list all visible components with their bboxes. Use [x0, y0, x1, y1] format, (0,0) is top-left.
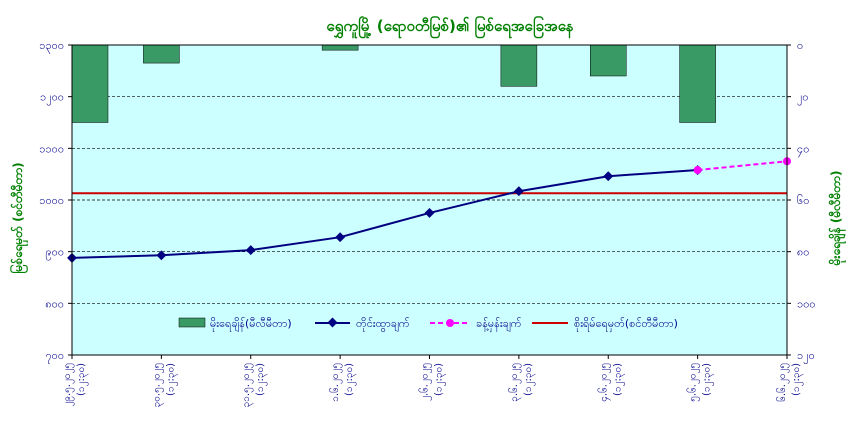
x-tick-label-1: ၃၀.၅.၂၀၂၅ (၁၂:၃၀)	[151, 363, 178, 407]
x-tick-time-3: (၁၂:၃၀)	[344, 363, 357, 396]
legend-label-warning: စိုးရိမ်ရေမှတ်(စင်တီမီတာ)	[574, 317, 678, 332]
x-tick-date-5: ၃.၆.၂၀၂၅	[507, 363, 522, 402]
rainfall-bar-0	[71, 44, 109, 123]
measured-point-2	[245, 245, 256, 256]
legend-swatch-rainfall	[178, 317, 206, 328]
forecast-series-line	[697, 160, 788, 172]
legend-marker-forecast	[446, 319, 454, 327]
x-tick-label-6: ၄.၆.၂၀၂၅ (၁၂:၃၀)	[596, 363, 625, 402]
left-tick-label-4: ၁၁၀၀	[39, 142, 64, 155]
right-tick-label-1: ၂၀	[797, 91, 809, 106]
legend-marker-measured	[327, 317, 338, 328]
x-tick-time-8: (၁၂:၃၀)	[791, 363, 804, 396]
measured-point-3	[335, 232, 346, 243]
measured-point-1	[156, 250, 167, 261]
rainfall-bar-5	[500, 44, 538, 87]
rainfall-bar-1	[143, 44, 180, 64]
x-tick-date-8: ၆.၆.၂၀၂၅	[775, 363, 790, 402]
left-tick-label-6: ၁၃၀၀	[39, 39, 64, 54]
legend-label-rainfall: မိုးရေချိန်(မီလီမီတာ)	[210, 317, 292, 332]
legend: မိုးရေချိန်(မီလီမီတာ) တိုင်းထွာချက် ခန့်…	[178, 317, 678, 332]
right-tick-label-2: ၄၀	[797, 142, 809, 157]
right-tick-label-3: ၆၀	[797, 194, 809, 207]
right-tick-label-4: ၈၀	[797, 246, 809, 259]
x-tick-label-4: ၂.၆.၂၀၂၅ (၁၂:၃၀)	[418, 363, 447, 401]
rainfall-bar-3	[321, 44, 359, 51]
x-tick-label-8: ၆.၆.၂၀၂၅ (၁၂:၃၀)	[775, 363, 804, 402]
x-tick-date-6: ၄.၆.၂၀၂၅	[596, 363, 611, 402]
right-tick-label-0: ၀	[797, 39, 803, 52]
legend-label-forecast: ခန့်မှန်းချက်	[476, 317, 522, 332]
x-tick-date-3: ၁.၆.၂၀၂၅	[328, 363, 343, 402]
x-tick-label-2: ၃၁.၅.၂၀၂၅ (၁၂:၃၀)	[241, 363, 268, 407]
right-axis-title: မိုးရေချိန် (မီလီမီတာ)	[827, 171, 847, 267]
right-tick-label-6: ၁၂၀	[797, 349, 815, 364]
x-tick-time-5: (၁၂:၃၀)	[523, 363, 536, 396]
measured-point-4	[424, 207, 435, 218]
x-tick-date-0: ၂၉.၅.၂၀၂၅	[62, 363, 75, 407]
right-tick-label-5: ၁၀၀	[797, 297, 816, 310]
x-tick-time-4: (၁၂:၃၀)	[434, 363, 447, 396]
x-tick-time-2: (၁၂:၃၀)	[255, 363, 268, 396]
rainfall-bar-7	[679, 44, 716, 123]
left-tick-label-5: ၁၂၀၀	[40, 91, 64, 106]
x-tick-date-4: ၂.၆.၂၀၂၅	[418, 363, 433, 401]
water-level-lines	[67, 157, 791, 263]
gridlines	[72, 96, 787, 304]
x-tick-time-6: (၁၂:၃၀)	[612, 363, 625, 396]
x-tick-time-7: (၁၂:၃၀)	[702, 363, 715, 396]
x-tick-time-0: (၁၂:၃၀)	[76, 363, 89, 396]
measured-point-5	[513, 186, 524, 197]
left-axis-title: မြစ်ရေမှတ် (စင်တီမီတာ)	[8, 162, 29, 273]
legend-label-measured: တိုင်းထွာချက်	[356, 317, 410, 332]
x-tick-date-2: ၃၁.၅.၂၀၂၅	[241, 363, 254, 407]
left-tick-label-3: ၁၀၀၀	[39, 194, 64, 207]
measured-series-line	[71, 169, 698, 259]
forecast-point-7	[693, 166, 702, 175]
axes: ၇၀၀ ၈၀၀ ၉၀၀ ၁၀၀၀ ၁၁၀၀ ၁၂၀၀ ၁၃၀၀ ၀၂၀၄၀၆၀၈၀၁၀၀၁၂၀…	[39, 39, 815, 407]
x-tick-date-1: ၃၀.၅.၂၀၂၅	[151, 363, 164, 407]
x-tick-time-1: (၁၂:၃၀)	[165, 363, 178, 396]
rainfall-bar-6	[590, 44, 627, 77]
left-tick-label-1: ၈၀၀	[45, 297, 64, 310]
x-tick-label-7: ၅.၆.၂၀၂၅ (၁၂:၃၀)	[686, 363, 715, 402]
x-tick-label-5: ၃.၆.၂၀၂၅ (၁၂:၃၀)	[507, 363, 536, 402]
x-tick-date-7: ၅.၆.၂၀၂၅	[686, 363, 701, 402]
left-tick-label-2: ၉၀၀	[45, 246, 64, 261]
measured-point-6	[603, 171, 614, 182]
x-tick-label-0: ၂၉.၅.၂၀၂၅ (၁၂:၃၀)	[62, 363, 89, 407]
left-tick-label-0: ၇၀၀	[45, 349, 64, 364]
x-tick-label-3: ၁.၆.၂၀၂၅ (၁၂:၃၀)	[328, 363, 357, 402]
